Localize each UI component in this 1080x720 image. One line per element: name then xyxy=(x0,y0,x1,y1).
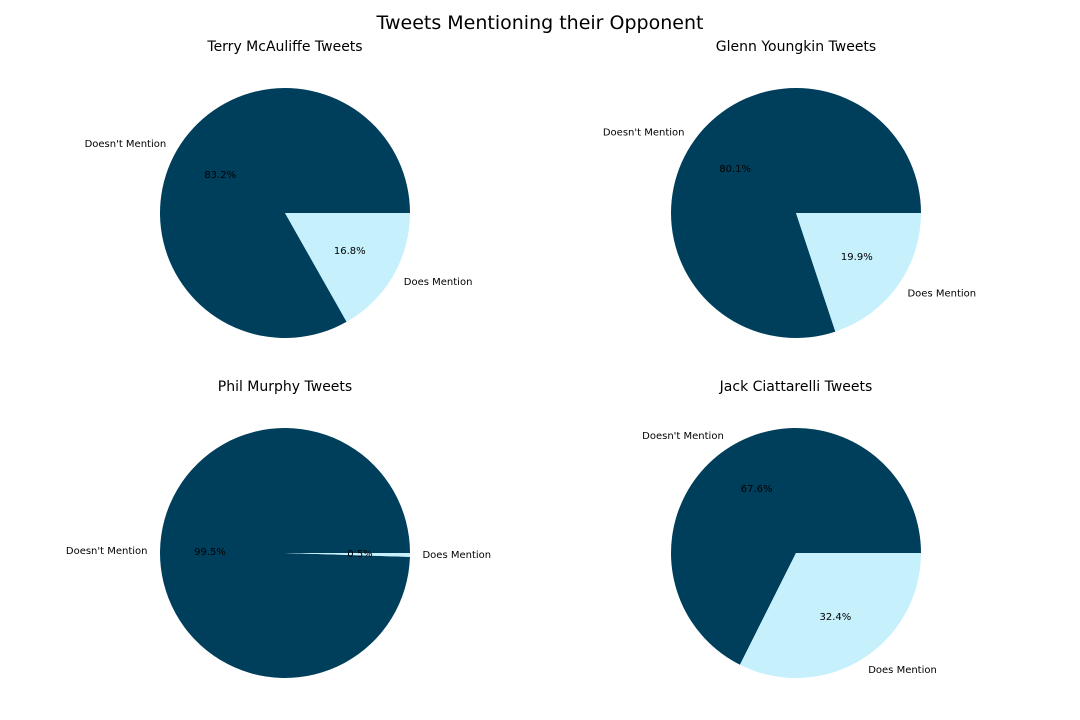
pie-chart-terry-mcauliffe: Terry McAuliffe Tweets Doesn't Mention 83.… xyxy=(85,39,473,339)
slice-percent-label: 99.5% xyxy=(194,547,226,558)
slice-percent-label: 16.8% xyxy=(334,246,366,257)
pie-slice-does-mention xyxy=(285,553,410,557)
pie-chart-jack-ciattarelli: Jack Ciattarelli Tweets Doesn't Mention 67… xyxy=(642,379,937,678)
slice-label: Doesn't Mention xyxy=(85,139,167,150)
slice-label: Does Mention xyxy=(907,288,976,299)
pie-slice-doesn-t-mention xyxy=(671,428,922,665)
pie-slice-does-mention xyxy=(285,213,410,322)
pie-title: Jack Ciattarelli Tweets xyxy=(719,379,873,395)
slice-percent-label: 83.2% xyxy=(204,170,236,181)
slice-percent-label: 0.5% xyxy=(347,549,372,560)
slice-percent-label: 32.4% xyxy=(819,612,851,623)
slice-label: Doesn't Mention xyxy=(66,546,148,557)
pie-slice-does-mention xyxy=(739,553,922,678)
slice-label: Doesn't Mention xyxy=(642,431,724,442)
pie-slice-doesn-t-mention xyxy=(160,427,410,678)
pie-chart-glenn-youngkin: Glenn Youngkin Tweets Doesn't Mention 80.1… xyxy=(603,39,976,338)
pie-title: Terry McAuliffe Tweets xyxy=(206,39,362,55)
slice-label: Does Mention xyxy=(422,550,491,561)
slice-percent-label: 80.1% xyxy=(719,164,751,175)
slice-percent-label: 67.6% xyxy=(741,484,773,495)
pie-title: Glenn Youngkin Tweets xyxy=(716,39,876,55)
pie-slice-does-mention xyxy=(796,213,921,332)
slice-label: Does Mention xyxy=(868,665,937,676)
pie-chart-phil-murphy: Phil Murphy Tweets Doesn't Mention 99.5% Do… xyxy=(66,379,491,678)
slice-label: Doesn't Mention xyxy=(603,128,685,139)
slice-percent-label: 19.9% xyxy=(841,252,873,263)
pie-slice-doesn-t-mention xyxy=(160,88,411,339)
pie-title: Phil Murphy Tweets xyxy=(218,379,352,395)
figure-title: Tweets Mentioning their Opponent xyxy=(376,12,704,34)
slice-label: Does Mention xyxy=(404,277,473,288)
